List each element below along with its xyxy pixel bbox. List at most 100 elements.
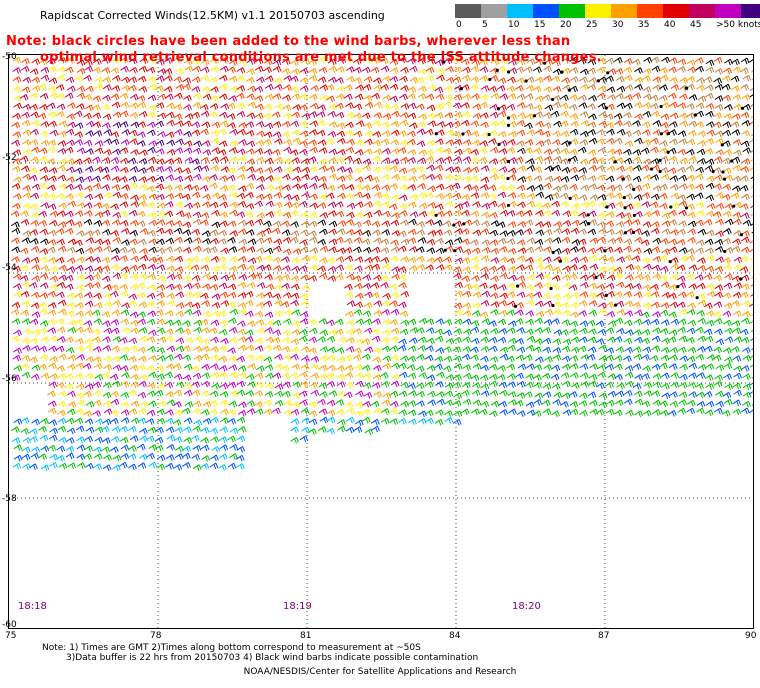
wind-barb	[101, 256, 111, 264]
wind-barb	[480, 345, 490, 353]
wind-barb	[147, 57, 156, 64]
quality-circle	[506, 116, 511, 120]
wind-barb	[661, 173, 670, 181]
wind-barb	[84, 435, 94, 443]
wind-barb	[488, 380, 498, 388]
wind-barb	[48, 65, 57, 73]
wind-barb	[64, 383, 74, 390]
wind-barb	[715, 400, 725, 408]
wind-barb	[328, 121, 338, 128]
wind-barb	[111, 380, 121, 388]
wind-barb	[64, 66, 74, 74]
wind-barb	[542, 210, 552, 217]
wind-barb	[156, 238, 165, 246]
wind-barb	[642, 139, 651, 146]
wind-barb	[217, 238, 227, 245]
wind-barb	[417, 92, 427, 100]
wind-barb	[480, 228, 490, 235]
wind-barb	[175, 381, 185, 389]
wind-barb	[445, 374, 455, 381]
wind-barb	[722, 94, 731, 102]
wind-barb	[535, 210, 544, 217]
wind-barb	[120, 110, 129, 118]
wind-barb	[615, 390, 625, 398]
wind-barb	[109, 417, 119, 425]
wind-barb	[165, 354, 174, 361]
wind-barb	[417, 336, 427, 344]
wind-barb	[102, 382, 112, 389]
wind-barb	[253, 255, 263, 263]
wind-barb	[337, 192, 346, 200]
wind-barb	[147, 400, 157, 408]
wind-barb	[714, 284, 724, 291]
wind-barb	[12, 131, 22, 138]
wind-barb	[499, 93, 509, 101]
wind-barb	[139, 335, 148, 343]
wind-barb	[308, 318, 317, 326]
wind-barb	[192, 425, 201, 433]
wind-barb	[578, 194, 588, 201]
wind-barb	[679, 255, 689, 262]
quality-circle	[515, 284, 520, 288]
wind-barb	[191, 121, 201, 128]
wind-barb	[596, 66, 606, 74]
wind-barb	[229, 443, 239, 451]
wind-barb	[76, 444, 86, 452]
wind-barb	[578, 310, 588, 317]
wind-barb	[453, 392, 463, 400]
wind-barb	[29, 92, 39, 100]
wind-barb	[577, 146, 587, 154]
wind-barb	[398, 56, 407, 64]
wind-barb	[508, 167, 517, 175]
lon-label: 90	[745, 631, 757, 641]
wind-barb	[165, 220, 175, 227]
wind-barb	[724, 218, 734, 226]
wind-barb	[460, 228, 470, 235]
wind-barb	[85, 356, 94, 363]
wind-barb	[397, 362, 407, 370]
wind-barb	[741, 310, 751, 318]
colorbar-swatch	[689, 4, 715, 18]
wind-barb	[553, 329, 563, 336]
wind-barb	[741, 300, 751, 308]
wind-barb	[345, 193, 354, 200]
wind-barb	[93, 246, 103, 253]
wind-barb	[480, 336, 490, 344]
wind-barb	[299, 120, 308, 128]
wind-barb	[334, 318, 344, 326]
wind-barb	[714, 374, 723, 382]
wind-barb	[94, 140, 104, 147]
wind-barb	[470, 65, 480, 73]
wind-barb	[237, 200, 247, 208]
wind-barb	[506, 257, 516, 265]
wind-barb	[713, 112, 723, 119]
wind-barb	[337, 247, 346, 255]
wind-barb	[164, 246, 174, 253]
wind-barb	[416, 390, 425, 398]
wind-barb	[695, 247, 704, 255]
wind-barb	[154, 389, 164, 397]
wind-barb	[310, 372, 320, 380]
wind-barb	[138, 194, 147, 201]
wind-barb	[543, 228, 553, 236]
wind-barb	[317, 265, 326, 273]
wind-barb	[706, 354, 716, 361]
wind-barb	[138, 453, 148, 461]
wind-barb	[372, 318, 381, 325]
wind-barb	[147, 146, 156, 154]
wind-barb	[146, 318, 156, 326]
wind-barb	[434, 419, 444, 426]
wind-barb	[299, 318, 309, 325]
wind-barb	[309, 120, 319, 127]
wind-barb	[400, 103, 410, 110]
wind-barb	[256, 212, 265, 219]
lon-label: 78	[150, 631, 162, 641]
wind-barb	[352, 58, 362, 65]
wind-barb	[40, 418, 49, 425]
wind-barb	[137, 391, 147, 399]
wind-barb	[543, 112, 552, 119]
wind-barb	[226, 301, 236, 309]
wind-barb	[254, 390, 263, 397]
wind-barb	[39, 308, 48, 316]
wind-barb	[218, 453, 228, 461]
